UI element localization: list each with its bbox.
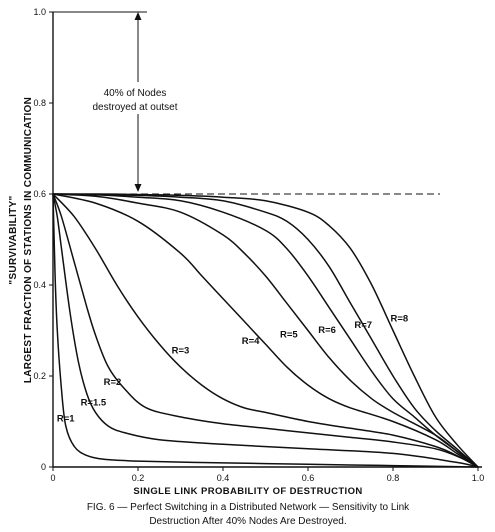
- curve-label: R=1: [57, 414, 75, 425]
- curve-r-4: [52, 193, 479, 468]
- x-tick-group: 0 0.2 0.4 0.6 0.8 1.0: [50, 467, 484, 483]
- curve-label: R=7: [354, 320, 372, 331]
- y-tick-label: 0.4: [33, 280, 46, 290]
- annotation-line-1: 40% of Nodes: [104, 88, 167, 99]
- y-axis-title-line-1: "SURVIVABILITY": [8, 195, 19, 284]
- curve-r-1: [52, 193, 479, 468]
- y-tick-label: 0.2: [33, 371, 46, 381]
- curve-label: R=1.5: [81, 398, 107, 409]
- x-tick-label: 0: [50, 473, 55, 483]
- curve-label: R=8: [391, 313, 409, 324]
- curve-r-2: [52, 193, 479, 468]
- annotation-arrow: [134, 12, 142, 192]
- x-tick-label: 0.2: [132, 473, 145, 483]
- curve-r-7: [52, 193, 479, 468]
- curve-r-1-5: [52, 193, 479, 468]
- curve-label-group: R=1 R=1.5 R=2 R=3 R=4 R=5 R=6 R=7 R=8: [57, 313, 408, 424]
- annotation-line-2: destroyed at outset: [92, 102, 177, 113]
- curve-label: R=2: [104, 377, 122, 388]
- curve-label: R=5: [280, 329, 298, 340]
- y-tick-label: 0.6: [33, 189, 46, 199]
- y-tick-label: 1.0: [33, 7, 46, 17]
- x-tick-label: 0.6: [302, 473, 315, 483]
- y-axis-title-line-2: LARGEST FRACTION OF STATIONS IN COMMUNIC…: [23, 97, 34, 383]
- x-tick-label: 1.0: [472, 473, 485, 483]
- x-axis-title: SINGLE LINK PROBABILITY OF DESTRUCTION: [133, 486, 362, 497]
- y-tick-group: 0 0.2 0.4 0.6 0.8 1.0: [33, 7, 53, 472]
- y-tick-label: 0: [41, 462, 46, 472]
- x-tick-label: 0.4: [217, 473, 230, 483]
- figure-caption-line-2: Destruction After 40% Nodes Are Destroye…: [149, 516, 346, 527]
- curve-r-3: [52, 193, 479, 468]
- curve-label: R=6: [318, 325, 336, 336]
- x-tick-label: 0.8: [387, 473, 400, 483]
- curve-r-5: [52, 193, 479, 468]
- curve-label: R=3: [172, 345, 190, 356]
- y-tick-label: 0.8: [33, 98, 46, 108]
- figure-caption-line-1: FIG. 6 — Perfect Switching in a Distribu…: [87, 502, 410, 513]
- curve-group: [52, 193, 479, 468]
- curve-label: R=4: [242, 336, 260, 347]
- curve-r-8: [52, 193, 479, 468]
- curve-r-6: [52, 193, 479, 468]
